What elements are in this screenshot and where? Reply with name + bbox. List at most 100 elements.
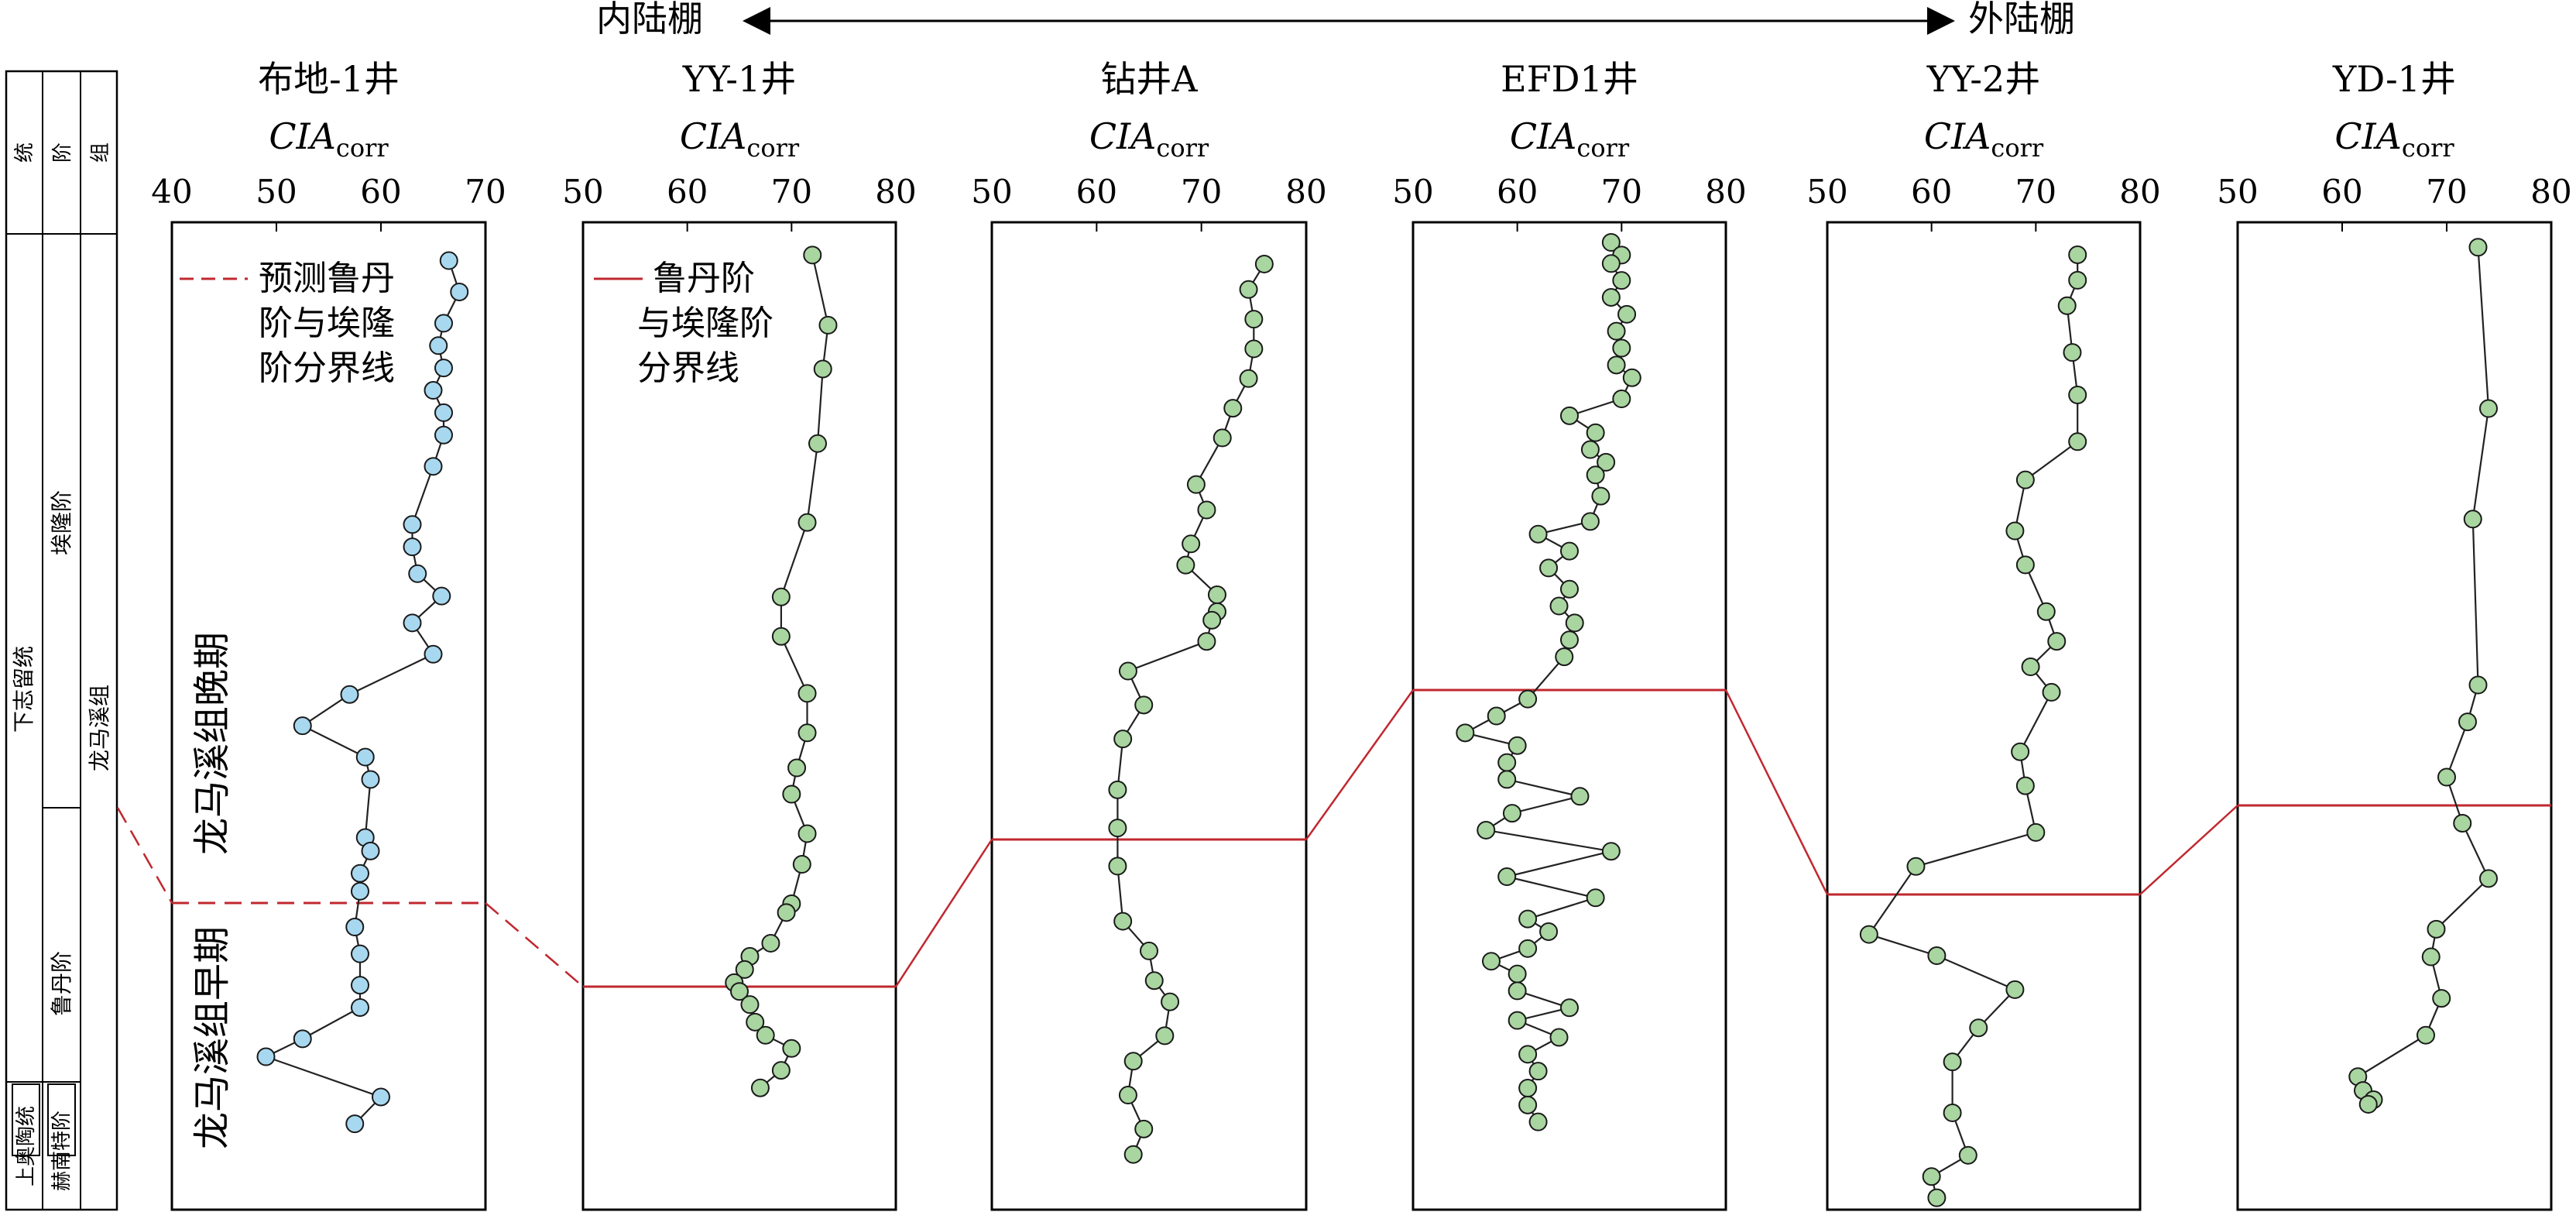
- data-point: [813, 359, 832, 379]
- data-point: [1123, 1145, 1143, 1164]
- data-point: [403, 537, 422, 557]
- data-point: [1497, 770, 1517, 789]
- data-point: [735, 960, 754, 979]
- data-point: [740, 995, 760, 1015]
- data-point: [434, 359, 453, 378]
- data-point: [1161, 992, 1180, 1011]
- well-title: 钻井A: [1100, 58, 1198, 100]
- data-point: [1239, 280, 1258, 299]
- data-point: [2057, 296, 2077, 315]
- data-point: [1113, 730, 1133, 749]
- data-point: [1477, 820, 1496, 839]
- axis-label: CIAcorr: [680, 115, 800, 163]
- data-point: [1586, 465, 1605, 485]
- x-tick-label: 70: [1181, 173, 1222, 211]
- data-point: [1207, 585, 1226, 604]
- connector-line: [894, 839, 993, 987]
- data-point: [408, 564, 427, 583]
- late-period-label: 龙马溪组晚期: [190, 632, 234, 855]
- stage-aeronian: 埃隆阶: [49, 490, 74, 555]
- data-point: [2026, 822, 2046, 842]
- data-point: [434, 314, 453, 333]
- data-point: [1906, 857, 1926, 876]
- data-point: [1113, 912, 1133, 931]
- data-point: [1518, 689, 1538, 709]
- data-point: [750, 1078, 770, 1097]
- data-point: [1502, 804, 1521, 823]
- data-point: [771, 1061, 791, 1080]
- data-point: [2021, 658, 2040, 677]
- well-title: YD-1井: [2332, 58, 2456, 100]
- data-point: [1601, 254, 1621, 273]
- panel-frame: [990, 221, 1308, 1211]
- x-tick-label: 60: [360, 173, 401, 211]
- axis-label: CIAcorr: [2334, 115, 2454, 163]
- data-point: [1140, 941, 1158, 960]
- data-point: [1508, 1011, 1527, 1030]
- well-title: 布地-1井: [258, 58, 400, 100]
- data-point: [1213, 428, 1232, 448]
- data-point: [1108, 857, 1127, 876]
- x-tick-label: 50: [2217, 173, 2258, 211]
- data-point: [782, 785, 801, 804]
- data-point: [1144, 971, 1164, 991]
- data-point: [808, 434, 827, 453]
- well-panel: YY-1井 CIAcorr 50 60 70 80: [562, 58, 917, 1211]
- x-tick-label: 80: [1705, 173, 1746, 211]
- data-point: [1197, 500, 1216, 520]
- x-tick-label: 80: [2530, 173, 2571, 211]
- data-point: [439, 251, 458, 270]
- data-point: [1958, 1145, 1977, 1165]
- data-point: [1560, 630, 1579, 650]
- data-point: [1118, 661, 1137, 681]
- data-point: [293, 716, 312, 736]
- well-title: YY-1井: [682, 58, 797, 100]
- data-point: [1239, 369, 1258, 388]
- data-point: [2458, 712, 2477, 732]
- data-point: [1612, 271, 1631, 290]
- x-tick-label: 70: [2015, 173, 2056, 211]
- axis-label: CIAcorr: [1089, 115, 1209, 163]
- legend-dashed-text-2: 阶与埃隆: [259, 304, 395, 343]
- data-point: [2068, 385, 2087, 404]
- x-tick-label: 40: [151, 173, 192, 211]
- connector-line: [2139, 805, 2238, 895]
- x-tick-label: 50: [256, 173, 297, 211]
- data-point: [1612, 338, 1631, 358]
- data-point: [1927, 946, 1947, 965]
- data-point: [1560, 406, 1579, 425]
- data-point: [1186, 475, 1206, 494]
- data-point: [372, 1087, 390, 1107]
- data-point: [1586, 888, 1605, 908]
- data-point: [2015, 776, 2035, 795]
- well-panel: YY-2井 CIAcorr 50 60 70 80: [1806, 58, 2161, 1211]
- axis-label: CIAcorr: [269, 115, 389, 163]
- data-point: [1508, 981, 1527, 1001]
- x-tick-label: 80: [1285, 173, 1326, 211]
- data-point: [797, 513, 817, 532]
- data-point: [1617, 304, 1637, 324]
- data-point: [803, 245, 822, 265]
- legend-dashed-text-3: 阶分界线: [259, 348, 395, 388]
- data-point: [355, 747, 375, 767]
- data-point: [1580, 440, 1600, 459]
- data-point: [345, 918, 365, 937]
- legend-solid-text-1: 鲁丹阶: [653, 259, 755, 298]
- data-point: [1549, 596, 1569, 616]
- connector-line: [116, 807, 173, 904]
- data-point: [2068, 432, 2087, 451]
- data-point: [797, 684, 817, 703]
- series-line: [1463, 242, 1634, 1123]
- data-point: [2015, 555, 2035, 575]
- data-point: [1591, 486, 1610, 506]
- x-tick-label: 60: [1076, 173, 1117, 211]
- data-point: [351, 997, 369, 1017]
- data-point: [1108, 780, 1127, 799]
- axis-label: CIAcorr: [1510, 115, 1630, 163]
- data-point: [1497, 753, 1517, 772]
- stage-hirnantian: 赫南特阶: [50, 1111, 74, 1191]
- data-point: [2479, 399, 2498, 418]
- data-point: [782, 1039, 801, 1058]
- data-point: [792, 855, 811, 874]
